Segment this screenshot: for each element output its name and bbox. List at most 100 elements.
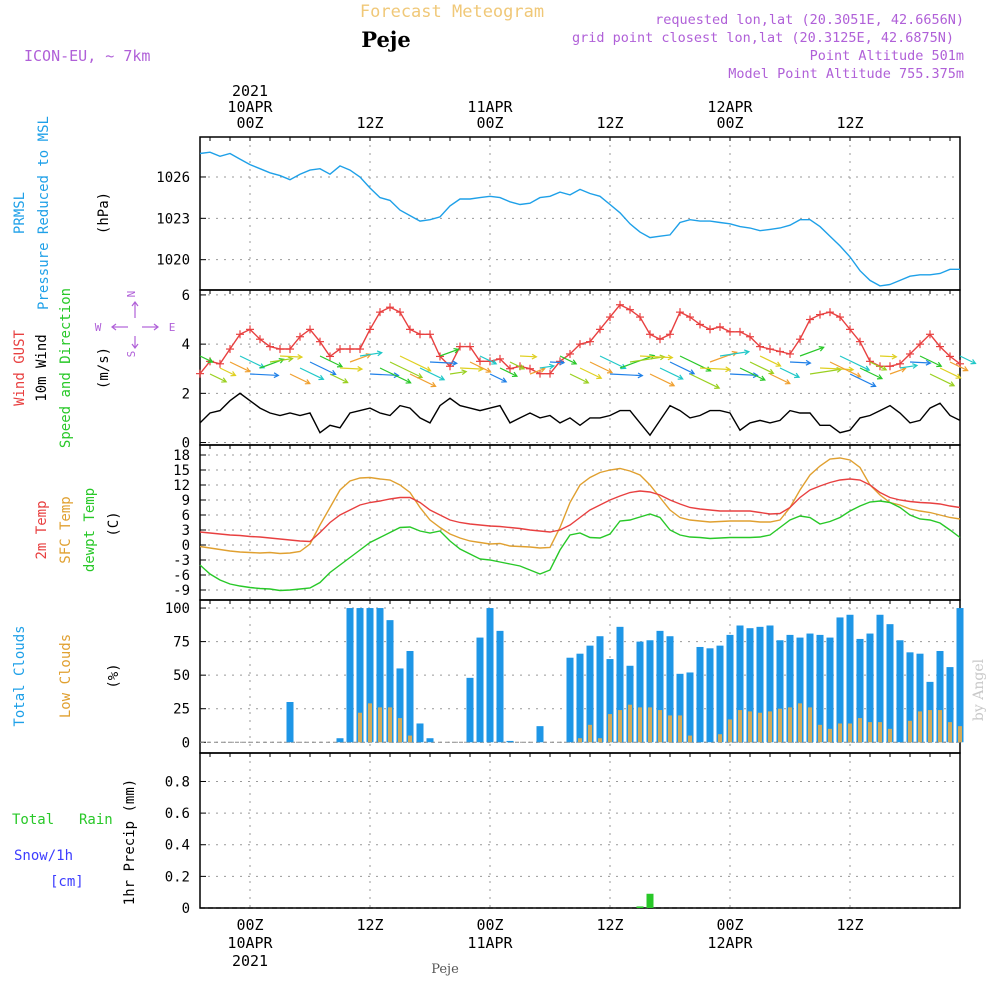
top-time-label: 12Z — [836, 114, 863, 132]
wind-direction-arrow — [409, 373, 437, 388]
total-cloud-bar — [686, 672, 694, 743]
cloud-panel-labels: Total Clouds Low Clouds (%) — [12, 625, 122, 726]
wind-ytick-label: 4 — [182, 337, 190, 353]
total-cloud-bar — [496, 630, 504, 743]
low-cloud-bar — [658, 710, 662, 743]
gust-marker — [696, 320, 704, 329]
gust-marker — [786, 349, 794, 358]
wind-direction-arrow — [569, 373, 590, 384]
gust-marker — [376, 308, 384, 317]
gust-marker — [446, 362, 454, 371]
total-cloud-bar — [726, 634, 734, 743]
footer-location: Peje — [431, 962, 459, 977]
wind-direction-arrow — [789, 359, 812, 366]
total-cloud-bar — [696, 646, 704, 743]
gust-marker — [546, 369, 554, 378]
gust-marker — [686, 313, 694, 322]
gust-marker — [336, 345, 344, 354]
total-cloud-bar — [646, 640, 654, 743]
temperature-ytick-label: 0 — [182, 538, 190, 554]
low-cloud-bar — [628, 704, 632, 743]
gust-marker — [906, 349, 914, 358]
low-cloud-bar — [638, 707, 642, 743]
wind-direction-arrow — [659, 367, 684, 380]
pressure-line — [199, 151, 960, 287]
total-cloud-bar — [816, 634, 824, 743]
watermark: by Angel — [971, 658, 987, 721]
gust-marker — [836, 313, 844, 322]
gust-marker — [196, 369, 204, 378]
wind-direction-arrow — [719, 349, 751, 357]
precipitation-panel: 0 0.2 0.4 0.6 0.8 — [165, 752, 961, 917]
low-cloud-bar — [718, 734, 722, 743]
wind-10m-label: 10m Wind — [34, 334, 50, 401]
gust-marker — [936, 342, 944, 351]
clouds-ytick-label: 25 — [173, 702, 190, 718]
clouds-ytick-label: 0 — [182, 735, 190, 751]
wind-direction-arrow — [619, 354, 656, 369]
model-label: ICON-EU, ~ 7km — [24, 47, 150, 65]
gust-marker — [246, 325, 254, 334]
wind-direction-arrow — [239, 355, 266, 369]
total-cloud-bar — [716, 645, 724, 743]
total-cloud-bar — [656, 630, 664, 743]
low-cloud-bar — [928, 710, 932, 743]
low-cloud-bar — [798, 703, 802, 743]
total-cloud-bar — [846, 614, 854, 743]
total-cloud-bar — [916, 653, 924, 743]
low-cloud-bar — [858, 718, 862, 743]
wind-direction-arrow — [869, 361, 888, 371]
temp-unit: (C) — [106, 511, 122, 536]
gust-marker — [616, 300, 624, 309]
low-cloud-bar — [878, 722, 882, 743]
gust-marker — [826, 308, 834, 317]
gust-marker — [806, 315, 814, 324]
wind-direction-arrow — [799, 346, 825, 357]
wind-direction-arrow — [699, 366, 732, 373]
wind-speed-line — [199, 392, 961, 437]
total-cloud-bar — [936, 651, 944, 743]
pressure-ytick-label: 1026 — [156, 170, 190, 186]
bottom-time-label: 12APR — [707, 934, 753, 952]
total-cloud-bar — [786, 634, 794, 743]
total-cloud-bar — [836, 617, 844, 743]
wind-direction-arrow — [649, 373, 676, 387]
total-cloud-bar — [886, 624, 894, 743]
gust-marker — [816, 310, 824, 319]
rain-bar — [636, 906, 644, 908]
pressure-ytick-label: 1020 — [156, 253, 190, 269]
temperature-ytick-label: -9 — [173, 583, 190, 599]
gust-marker — [256, 335, 264, 344]
top-time-label: 10APR — [227, 98, 273, 116]
total-cloud-bar — [706, 648, 714, 743]
gust-marker — [416, 330, 424, 339]
wind-direction-arrow — [439, 347, 460, 357]
bottom-time-label: 12Z — [356, 916, 383, 934]
gust-marker — [626, 305, 634, 314]
temperature-ytick-label: 9 — [182, 493, 190, 509]
wind-direction-arrow — [929, 373, 956, 387]
low-cloud-bar — [818, 724, 822, 743]
precipitation-ytick-label: 0.4 — [165, 838, 190, 854]
wind-direction-arrow — [689, 373, 721, 389]
wind-direction-arrow — [479, 355, 498, 365]
bottom-time-label: 00Z — [476, 916, 503, 934]
model-altitude: Model Point Altitude 755.375m — [728, 66, 964, 82]
total-cloud-bar — [956, 608, 964, 743]
pressure-panel: 1020 1023 1026 — [156, 136, 961, 291]
gust-marker — [946, 352, 954, 361]
low-cloud-bar — [378, 707, 382, 743]
gust-marker — [656, 335, 664, 344]
wind-direction-arrow — [339, 365, 364, 372]
low-cloud-bar — [688, 735, 692, 743]
top-time-label: 12Z — [356, 114, 383, 132]
total-cloud-bar — [506, 740, 514, 743]
total-cloud-bar — [386, 620, 394, 743]
clouds-ytick-label: 100 — [165, 601, 190, 617]
gust-marker — [716, 322, 724, 331]
gust-marker — [606, 313, 614, 322]
wind-direction-arrow — [309, 361, 337, 376]
gust-marker — [226, 345, 234, 354]
wind-ytick-label: 0 — [182, 436, 190, 452]
